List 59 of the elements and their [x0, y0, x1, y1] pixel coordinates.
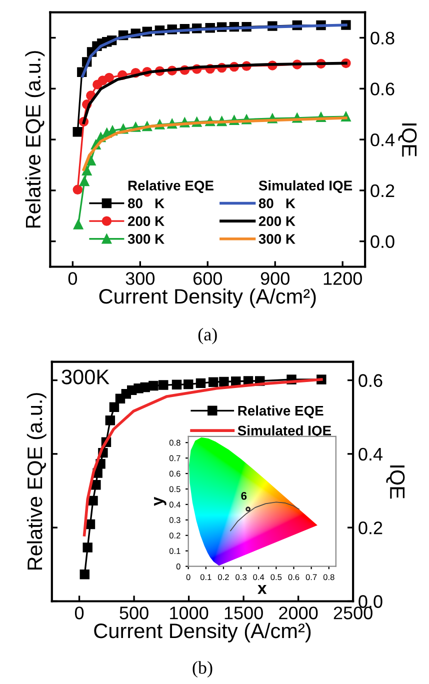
- x-tick-label: 2500: [334, 606, 372, 620]
- legend-label: 80 K: [128, 198, 164, 208]
- y-axis-title: y: [154, 496, 166, 506]
- legend-label: 300 K: [128, 234, 164, 244]
- y2-tick-label: 0.0: [370, 235, 394, 248]
- y-tick-label: 0.5: [169, 486, 180, 492]
- y-tick-label: 0.6: [169, 470, 180, 477]
- annotation: 6: [241, 492, 247, 500]
- y2-axis-title: IQE: [398, 124, 417, 157]
- annotation: Relative EQE: [128, 180, 214, 194]
- legend-label: Relative EQE: [238, 405, 324, 418]
- annotation: Simulated IQE: [258, 180, 352, 194]
- y2-tick-label: 0.4: [370, 133, 395, 146]
- x-tick-label: 2000: [279, 606, 318, 620]
- y-tick-label: 0.7: [169, 455, 180, 462]
- y2-axis-title: IQE: [386, 466, 405, 499]
- y-tick-label: 0.1: [169, 548, 180, 554]
- y2-tick-label: 0.6: [358, 374, 382, 387]
- x-tick-label: 0.5: [270, 574, 282, 580]
- x-tick-label: 0.6: [288, 574, 300, 580]
- y-tick-label: 0.3: [169, 517, 180, 524]
- y-tick-label: 0.4: [169, 502, 180, 508]
- y-axis-title: Relative EQE (a.u.): [25, 51, 45, 228]
- x-tick-label: 0.7: [306, 574, 317, 580]
- x-tick-label: 0: [186, 574, 190, 580]
- x-tick-label: 1500: [224, 606, 263, 620]
- x-tick-label: 0.3: [236, 574, 246, 580]
- legend-label: 200 K: [128, 216, 164, 226]
- x-tick-label: 900: [260, 272, 290, 285]
- x-tick-label: 0.4: [253, 574, 264, 580]
- legend-label: 80 K: [258, 198, 296, 208]
- y2-tick-label: 0.8: [370, 32, 394, 44]
- x-tick-label: 0: [68, 272, 77, 285]
- y2-tick-label: 0.2: [370, 184, 394, 198]
- x-tick-label: 1000: [170, 606, 208, 620]
- legend-label: 200 K: [258, 216, 296, 226]
- y-axis-title: Relative EQE (a.u.): [26, 393, 46, 570]
- legend-label: 300 K: [258, 234, 296, 244]
- x-tick-label: 0.8: [323, 574, 334, 580]
- y-tick-label: 0.8: [169, 440, 180, 446]
- y-tick-label: 0.2: [169, 532, 180, 539]
- x-tick-label: 600: [193, 272, 222, 285]
- y2-tick-label: 0.6: [370, 82, 394, 96]
- x-tick-label: 0.2: [218, 574, 229, 580]
- y2-tick-label: 0.4: [358, 448, 382, 461]
- text: (b): [192, 661, 212, 678]
- x-tick-label: 500: [120, 606, 148, 620]
- x-tick-label: 0: [74, 606, 84, 620]
- x-axis-title: x: [258, 585, 267, 594]
- y-tick-label: 0: [176, 564, 180, 570]
- x-axis-title: Current Density (A/cm²): [94, 622, 311, 642]
- y2-tick-label: 0.0: [358, 595, 382, 608]
- y2-tick-label: 0.2: [358, 522, 382, 534]
- x-tick-label: 1200: [324, 272, 362, 285]
- x-tick-label: 300: [126, 272, 155, 285]
- x-tick-label: 0.1: [200, 574, 212, 580]
- text: (a): [198, 328, 217, 344]
- annotation: 300K: [62, 370, 110, 384]
- x-axis-title: Current Density (A/cm²): [99, 288, 316, 308]
